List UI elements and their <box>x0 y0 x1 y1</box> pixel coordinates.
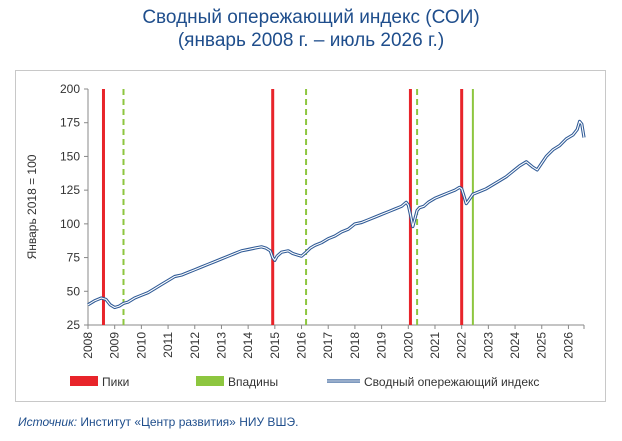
y-tick-label: 25 <box>67 318 81 332</box>
x-tick-label: 2010 <box>134 332 148 359</box>
legend-troughs-swatch <box>196 376 224 386</box>
x-tick-label: 2008 <box>81 332 95 359</box>
index-line <box>87 120 585 309</box>
source-text: Институт «Центр развития» НИУ ВШЭ. <box>80 415 299 429</box>
x-tick-label: 2024 <box>508 332 522 359</box>
y-tick-label: 150 <box>60 149 80 163</box>
y-tick-label: 50 <box>67 284 81 298</box>
chart-title: Сводный опережающий индекс (СОИ) (январь… <box>0 6 622 52</box>
y-tick-label: 75 <box>67 251 81 265</box>
y-tick-label: 100 <box>60 217 80 231</box>
x-tick-label: 2021 <box>428 332 442 359</box>
x-tick-label: 2017 <box>321 332 335 359</box>
chart-title-line1: Сводный опережающий индекс (СОИ) <box>142 7 480 28</box>
y-axis-title: Январь 2018 = 100 <box>25 154 39 259</box>
legend-series-label: Сводный опережающий индекс <box>364 375 539 389</box>
x-tick-label: 2014 <box>241 332 255 359</box>
x-tick-label: 2020 <box>401 332 415 359</box>
legend-troughs-label: Впадины <box>228 375 278 389</box>
x-tick-label: 2022 <box>455 332 469 359</box>
x-tick-label: 2023 <box>481 332 495 359</box>
x-tick-label: 2026 <box>561 332 575 359</box>
legend-peaks-swatch <box>70 376 98 386</box>
y-tick-label: 200 <box>60 82 80 96</box>
source-note: Источник: Институт «Центр развития» НИУ … <box>18 415 298 429</box>
x-tick-label: 2018 <box>348 332 362 359</box>
x-tick-label: 2015 <box>268 332 282 359</box>
x-tick-label: 2013 <box>214 332 228 359</box>
chart-frame <box>15 70 606 402</box>
x-tick-label: 2009 <box>108 332 122 359</box>
chart-title-line2: (январь 2008 г. – июль 2026 г.) <box>177 30 445 51</box>
y-tick-label: 175 <box>60 116 80 130</box>
source-label: Источник: <box>18 415 78 429</box>
legend-peaks-label: Пики <box>102 375 129 389</box>
x-tick-label: 2011 <box>161 332 175 358</box>
x-tick-label: 2025 <box>535 332 549 359</box>
x-tick-label: 2012 <box>188 332 202 359</box>
x-tick-label: 2016 <box>295 332 309 359</box>
x-tick-label: 2019 <box>375 332 389 359</box>
index-line-outline <box>87 119 586 310</box>
y-tick-label: 125 <box>60 183 80 197</box>
